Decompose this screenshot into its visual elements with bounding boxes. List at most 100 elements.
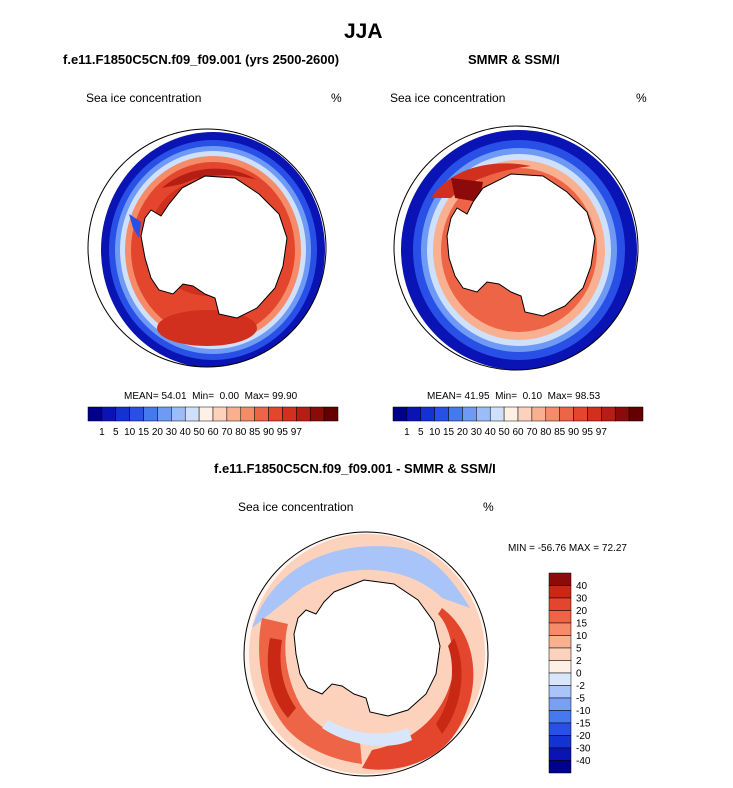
obs-colorbar-swatch xyxy=(531,406,547,422)
diff-antarctica-landmass xyxy=(293,579,441,717)
model-colorbar-tick-label: 90 xyxy=(263,427,275,438)
obs-colorbar-tick-label: 1 xyxy=(404,427,410,438)
obs-variable-label: Sea ice concentration xyxy=(390,91,506,105)
diff-colorbar-tick-label: -15 xyxy=(576,719,591,730)
obs-colorbar-tick-label: 30 xyxy=(471,427,483,438)
diff-colorbar-swatch xyxy=(548,635,572,649)
diff-colorbar-swatch xyxy=(548,597,572,611)
obs-colorbar-tick-label: 97 xyxy=(596,427,608,438)
obs-panel-heading: SMMR & SSM/I xyxy=(468,52,560,67)
diff-colorbar-tick-label: 20 xyxy=(576,606,588,617)
diff-colorbar-tick-label: 15 xyxy=(576,619,588,630)
diff-polar-map xyxy=(243,531,489,777)
model-colorbar-swatch xyxy=(115,406,130,422)
obs-colorbar-tick-label: 95 xyxy=(582,427,594,438)
model-stats: MEAN= 54.01 Min= 0.00 Max= 99.90 xyxy=(124,391,297,402)
model-colorbar-swatch xyxy=(226,406,242,422)
diff-panel-heading: f.e11.F1850C5CN.f09_f09.001 - SMMR & SSM… xyxy=(214,461,496,476)
model-max-value: 99.90 xyxy=(272,391,298,402)
model-colorbar-swatch xyxy=(323,406,339,422)
model-colorbar-tick-label: 10 xyxy=(124,427,136,438)
diff-colorbar-tick-label: -5 xyxy=(576,694,585,705)
diff-colorbar-tick-label: -20 xyxy=(576,731,591,742)
model-variable-label: Sea ice concentration xyxy=(86,91,202,105)
model-colorbar: 1 5 10 15 20 30 40 50 60 70 80 85 90 95 97 xyxy=(87,406,339,438)
diff-colorbar-swatch xyxy=(548,647,572,661)
model-colorbar-tick-label: 1 xyxy=(99,427,105,438)
model-colorbar-swatch xyxy=(212,406,228,422)
model-panel-heading: f.e11.F1850C5CN.f09_f09.001 (yrs 2500-26… xyxy=(63,52,340,67)
model-polar-map xyxy=(87,128,327,368)
diff-colorbar-swatch xyxy=(548,585,572,599)
obs-colorbar-swatch xyxy=(448,406,463,422)
obs-colorbar-tick-label: 10 xyxy=(429,427,441,438)
diff-colorbar-swatch xyxy=(548,747,572,761)
diff-colorbar-tick-label: 10 xyxy=(576,631,588,642)
obs-colorbar-swatch xyxy=(614,406,630,422)
obs-colorbar-swatch xyxy=(628,406,644,422)
obs-mean-label: MEAN= xyxy=(427,391,462,402)
model-colorbar-tick-label: 80 xyxy=(235,427,247,438)
diff-colorbar-swatch xyxy=(548,672,572,686)
obs-colorbar: 1 5 10 15 20 30 40 50 60 70 80 85 90 95 97 xyxy=(392,406,644,438)
diff-colorbar-swatch xyxy=(548,572,572,586)
obs-colorbar-tick-label: 80 xyxy=(540,427,552,438)
diff-colorbar-swatch xyxy=(548,710,572,724)
diff-colorbar-swatch xyxy=(548,722,572,736)
model-colorbar-tick-label: 95 xyxy=(277,427,289,438)
diff-negative-band xyxy=(252,546,470,628)
obs-colorbar-tick-label: 70 xyxy=(526,427,538,438)
obs-units-label: % xyxy=(636,91,647,105)
obs-stats: MEAN= 41.95 Min= 0.10 Max= 98.53 xyxy=(427,391,600,402)
model-colorbar-swatch xyxy=(282,406,297,422)
obs-colorbar-swatch xyxy=(503,406,519,422)
obs-colorbar-tick-label: 85 xyxy=(554,427,566,438)
model-colorbar-swatch xyxy=(101,406,117,422)
model-colorbar-tick-label: 40 xyxy=(180,427,192,438)
diff-colorbar-swatch xyxy=(548,622,572,636)
model-colorbar-swatch xyxy=(129,406,144,422)
obs-colorbar-tick-label: 90 xyxy=(568,427,580,438)
diff-colorbar-swatch xyxy=(548,697,572,711)
obs-colorbar-tick-label: 15 xyxy=(443,427,455,438)
model-colorbar-swatch xyxy=(254,406,269,422)
obs-colorbar-swatch xyxy=(434,406,449,422)
obs-colorbar-swatch xyxy=(406,406,422,422)
diff-positive-band-east xyxy=(362,608,474,770)
model-max-label: Max= xyxy=(244,391,270,402)
diff-colorbar-swatch xyxy=(548,760,572,774)
diff-colorbar-tick-label: -10 xyxy=(576,706,591,717)
model-colorbar-tick-label: 97 xyxy=(291,427,303,438)
obs-colorbar-swatch xyxy=(587,406,602,422)
obs-colorbar-swatch xyxy=(420,406,435,422)
diff-colorbar-swatch xyxy=(548,685,572,699)
diff-colorbar-tick-label: 2 xyxy=(576,656,582,667)
model-colorbar-swatch xyxy=(309,406,325,422)
model-colorbar-tick-label: 20 xyxy=(152,427,164,438)
obs-colorbar-swatch xyxy=(559,406,574,422)
model-colorbar-tick-label: 30 xyxy=(166,427,178,438)
obs-colorbar-tick-label: 5 xyxy=(418,427,424,438)
model-colorbar-swatch xyxy=(296,406,311,422)
model-colorbar-swatch xyxy=(184,406,200,422)
diff-min-max-text: MIN = -56.76 MAX = 72.27 xyxy=(508,543,627,554)
obs-colorbar-tick-label: 50 xyxy=(499,427,511,438)
obs-colorbar-swatch xyxy=(517,406,533,422)
model-colorbar-tick-label: 85 xyxy=(249,427,261,438)
obs-min-value: 0.10 xyxy=(522,391,543,402)
obs-max-label: Max= xyxy=(547,391,573,402)
obs-colorbar-swatch xyxy=(573,406,588,422)
diff-colorbar-tick-label: 5 xyxy=(576,644,582,655)
diff-colorbar-tick-label: 40 xyxy=(576,581,588,592)
model-colorbar-tick-label: 5 xyxy=(113,427,119,438)
model-colorbar-swatch xyxy=(87,406,103,422)
obs-mean-value: 41.95 xyxy=(464,391,490,402)
model-colorbar-tick-label: 60 xyxy=(207,427,219,438)
obs-colorbar-swatch xyxy=(476,406,491,422)
diff-variable-label: Sea ice concentration xyxy=(238,500,354,514)
model-colorbar-swatch xyxy=(171,406,186,422)
obs-colorbar-swatch xyxy=(545,406,560,422)
model-min-label: Min= xyxy=(192,391,215,402)
obs-antarctica-landmass xyxy=(446,173,596,317)
diff-colorbar-swatch xyxy=(548,610,572,624)
